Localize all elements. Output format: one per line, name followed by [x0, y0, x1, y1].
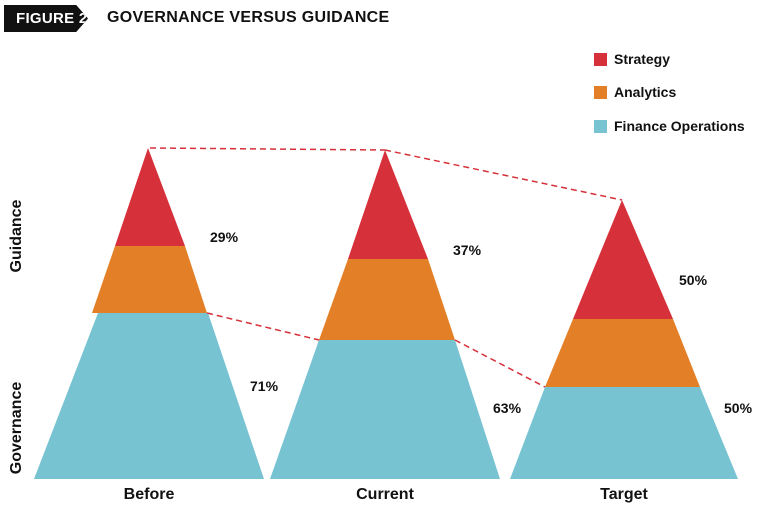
- pyramid-before-strategy: [115, 148, 185, 246]
- category-label-before: Before: [124, 486, 175, 503]
- legend-swatch-finance-operations: [594, 120, 607, 133]
- pyramid-before-analytics: [92, 246, 207, 313]
- governance-value-target: 50%: [724, 400, 753, 416]
- legend-label-strategy: Strategy: [614, 51, 670, 67]
- legend-swatch-strategy: [594, 53, 607, 66]
- side-label-guidance: Guidance: [8, 199, 25, 272]
- dashed-connector-mid-1: [206, 312, 320, 341]
- dashed-connector-top-1: [149, 147, 386, 151]
- pyramid-target-analytics: [545, 319, 700, 387]
- pyramid-target: [510, 200, 738, 479]
- dashed-connector-top-2: [384, 149, 623, 201]
- governance-value-current: 63%: [493, 400, 522, 416]
- governance-value-before: 71%: [250, 378, 279, 394]
- legend-label-finance-operations: Finance Operations: [614, 118, 745, 134]
- side-label-governance: Governance: [8, 382, 25, 475]
- category-label-current: Current: [356, 486, 414, 503]
- chart-title: GOVERNANCE VERSUS GUIDANCE: [107, 9, 390, 26]
- category-label-target: Target: [600, 486, 648, 503]
- pyramid-before: [34, 148, 264, 479]
- pyramid-target-finance-operations: [510, 387, 738, 479]
- pyramid-current: [270, 150, 500, 479]
- guidance-value-current: 37%: [453, 242, 482, 258]
- dashed-connector-mid-2: [454, 339, 546, 388]
- guidance-value-target: 50%: [679, 272, 708, 288]
- pyramid-current-finance-operations: [270, 340, 500, 479]
- pyramid-current-analytics: [319, 259, 455, 340]
- figure-badge: FIGURE 2: [4, 5, 88, 32]
- legend-label-analytics: Analytics: [614, 84, 676, 100]
- pyramid-current-strategy: [348, 150, 428, 259]
- guidance-value-before: 29%: [210, 229, 239, 245]
- legend-swatch-analytics: [594, 86, 607, 99]
- pyramid-target-strategy: [573, 200, 673, 319]
- pyramid-before-finance-operations: [34, 313, 264, 479]
